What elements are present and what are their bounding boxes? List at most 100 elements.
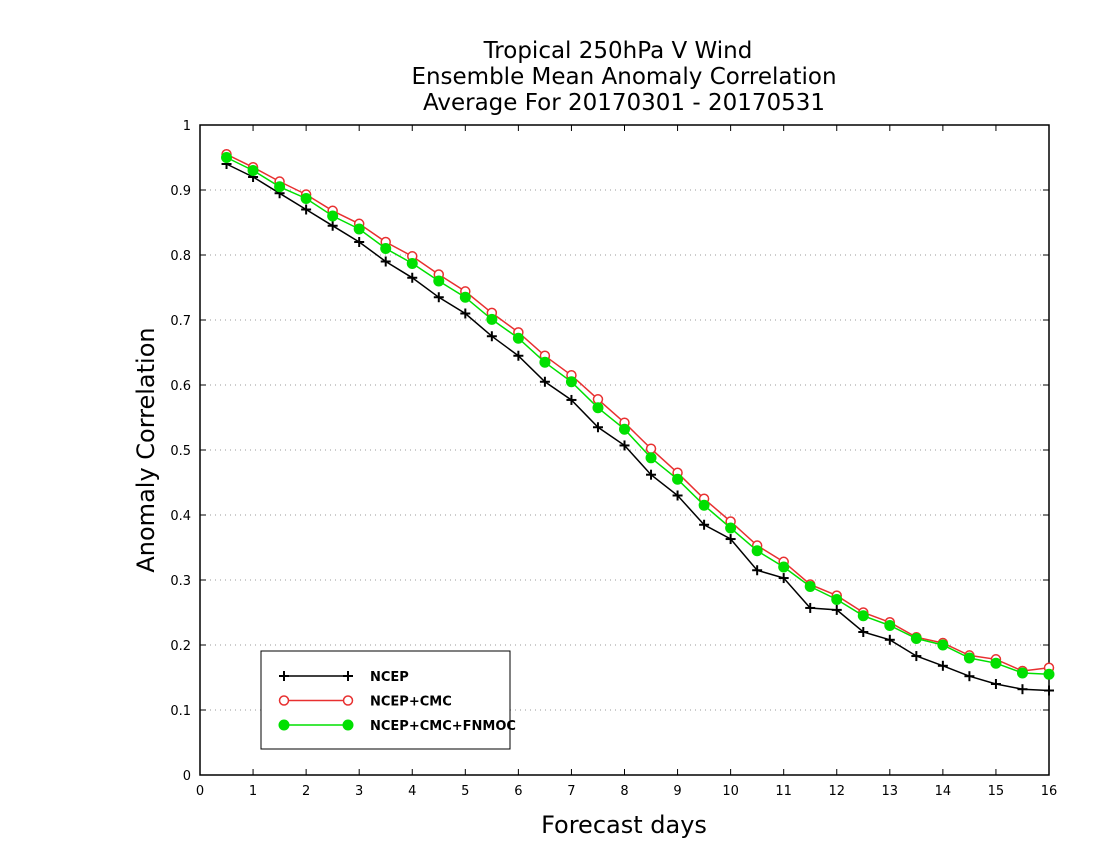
y-tick-label: 0.1 [170, 704, 191, 719]
data-point [406, 257, 418, 269]
data-point [751, 545, 763, 557]
y-tick-label: 0.2 [170, 639, 191, 654]
y-tick-label: 0.9 [170, 184, 191, 199]
data-point [247, 165, 259, 176]
data-point [1043, 668, 1055, 680]
data-point [1016, 667, 1028, 679]
series-2 [221, 152, 1055, 680]
data-point [301, 204, 312, 215]
legend-label: NCEP+CMC+FNMOC [370, 719, 516, 734]
x-tick-label: 10 [722, 784, 739, 799]
data-point [380, 256, 391, 267]
series-group [221, 149, 1055, 696]
data-point [407, 272, 418, 283]
data-point [831, 594, 843, 605]
data-point [725, 522, 737, 534]
x-tick-label: 1 [249, 784, 257, 799]
title-line-3: Average For 20170301 - 20170531 [423, 90, 825, 116]
x-tick-label: 13 [882, 784, 899, 799]
title-line-2: Ensemble Mean Anomaly Correlation [411, 64, 836, 90]
data-point [645, 443, 657, 454]
title-line-1: Tropical 250hPa V Wind [483, 38, 753, 64]
data-point [990, 679, 1001, 689]
data-point [539, 356, 551, 368]
data-point [486, 313, 498, 325]
y-tick-label: 0.6 [170, 379, 191, 394]
legend-label: NCEP+CMC [370, 695, 452, 710]
legend-entry: NCEP+CMC+FNMOC [278, 719, 516, 734]
data-point [486, 331, 497, 342]
x-tick-label: 6 [514, 784, 522, 799]
series-line [226, 163, 1050, 692]
data-point [937, 639, 949, 651]
y-tick-label: 0.8 [170, 249, 191, 264]
legend-items: NCEP NCEP+CMC NCEP+CMC+FNMOC [278, 670, 516, 734]
x-tick-label: 14 [935, 784, 952, 799]
data-point [512, 332, 524, 344]
data-point [752, 565, 763, 576]
data-point [327, 210, 339, 222]
x-tick-label: 5 [461, 784, 469, 799]
x-tick-label: 9 [673, 784, 681, 799]
data-point [221, 152, 233, 163]
data-point [327, 220, 338, 231]
data-point [274, 181, 286, 193]
data-point [831, 604, 842, 615]
data-point [804, 581, 816, 592]
legend-entry: NCEP [279, 670, 409, 685]
data-point [433, 275, 445, 287]
data-point [592, 402, 604, 414]
data-point [858, 627, 869, 637]
series-line [226, 156, 1050, 676]
y-tick-label: 0.5 [170, 444, 191, 459]
legend-marker [278, 695, 290, 706]
data-point [698, 499, 710, 511]
x-axis-label: Forecast days [541, 811, 707, 839]
legend-marker [342, 719, 354, 731]
data-point [963, 652, 975, 664]
data-point [699, 519, 710, 530]
data-point [354, 237, 365, 247]
data-point [565, 376, 577, 388]
x-tick-label: 4 [408, 784, 416, 799]
x-tick-label: 7 [567, 784, 575, 799]
x-tick-label: 0 [196, 784, 204, 799]
data-point [805, 602, 816, 613]
legend-marker [278, 719, 290, 731]
legend: NCEP NCEP+CMC NCEP+CMC+FNMOC [260, 650, 516, 750]
x-tick-label: 8 [620, 784, 628, 799]
data-point [778, 561, 790, 573]
data-point [513, 350, 524, 361]
data-point [725, 534, 736, 545]
data-point [1044, 685, 1054, 696]
data-point [460, 308, 471, 319]
x-tick-label: 3 [355, 784, 363, 799]
chart-title: Tropical 250hPa V Wind Ensemble Mean Ano… [411, 38, 836, 116]
data-point [459, 291, 471, 303]
data-point [353, 223, 365, 235]
data-point [672, 490, 683, 501]
legend-marker [279, 671, 289, 681]
data-point [990, 657, 1002, 669]
data-point [539, 376, 550, 387]
data-point [884, 634, 895, 645]
data-point [911, 651, 922, 662]
y-axis-label: Anomaly Correlation [132, 327, 160, 572]
x-tick-label: 16 [1041, 784, 1058, 799]
series-1 [221, 149, 1055, 677]
data-point [937, 660, 948, 671]
data-point [300, 192, 312, 204]
legend-marker [343, 671, 353, 681]
data-point [619, 440, 630, 451]
y-tick-label: 1 [183, 119, 191, 134]
data-point [646, 469, 657, 480]
y-tick-label: 0.7 [170, 314, 191, 329]
series-line [226, 153, 1050, 672]
data-point [1017, 684, 1028, 695]
series-0 [221, 159, 1054, 696]
y-tick-label: 0.4 [170, 509, 191, 524]
legend-label: NCEP [370, 670, 409, 685]
data-point [645, 452, 657, 464]
data-point [964, 671, 975, 682]
